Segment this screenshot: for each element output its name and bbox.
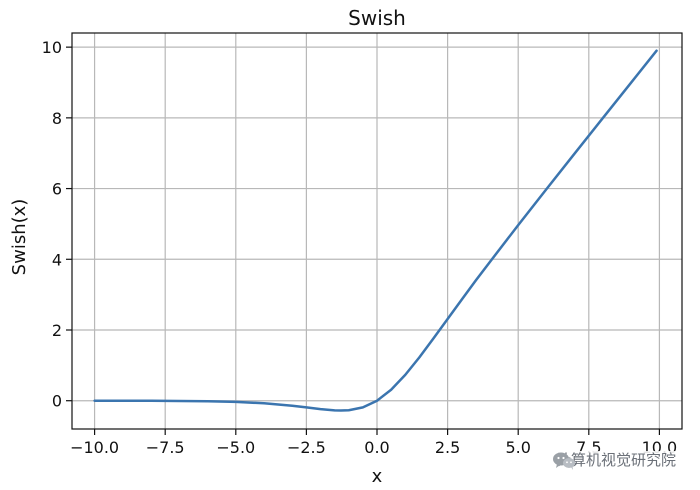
chart-title: Swish — [348, 6, 406, 30]
x-tick-label: 5.0 — [505, 438, 530, 457]
y-tick-label: 10 — [42, 38, 62, 57]
y-tick-label: 8 — [52, 109, 62, 128]
x-tick-label: 2.5 — [435, 438, 460, 457]
y-axis-label: Swish(x) — [9, 199, 30, 276]
grid-layer — [72, 33, 682, 429]
y-tick-label: 4 — [52, 250, 62, 269]
x-axis-ticks: −10.0 −7.5 −5.0 −2.5 0.0 2.5 5.0 7.5 10.0 — [70, 429, 677, 457]
x-axis-label: x — [372, 466, 383, 487]
wechat-icon — [552, 452, 575, 470]
x-tick-label: 0.0 — [364, 438, 389, 457]
watermark-text: 计算机视觉研究院 — [555, 451, 676, 469]
x-tick-label: −5.0 — [216, 438, 255, 457]
watermark: 计算机视觉研究院 — [551, 451, 678, 470]
y-tick-label: 0 — [52, 392, 62, 411]
y-tick-label: 2 — [52, 321, 62, 340]
series-layer — [93, 49, 658, 412]
y-tick-label: 6 — [52, 180, 62, 199]
x-tick-label: −10.0 — [70, 438, 119, 457]
x-tick-label: −2.5 — [287, 438, 326, 457]
y-axis-ticks: 0 2 4 6 8 10 — [42, 38, 72, 411]
x-tick-label: −7.5 — [146, 438, 185, 457]
series-line — [93, 49, 658, 412]
